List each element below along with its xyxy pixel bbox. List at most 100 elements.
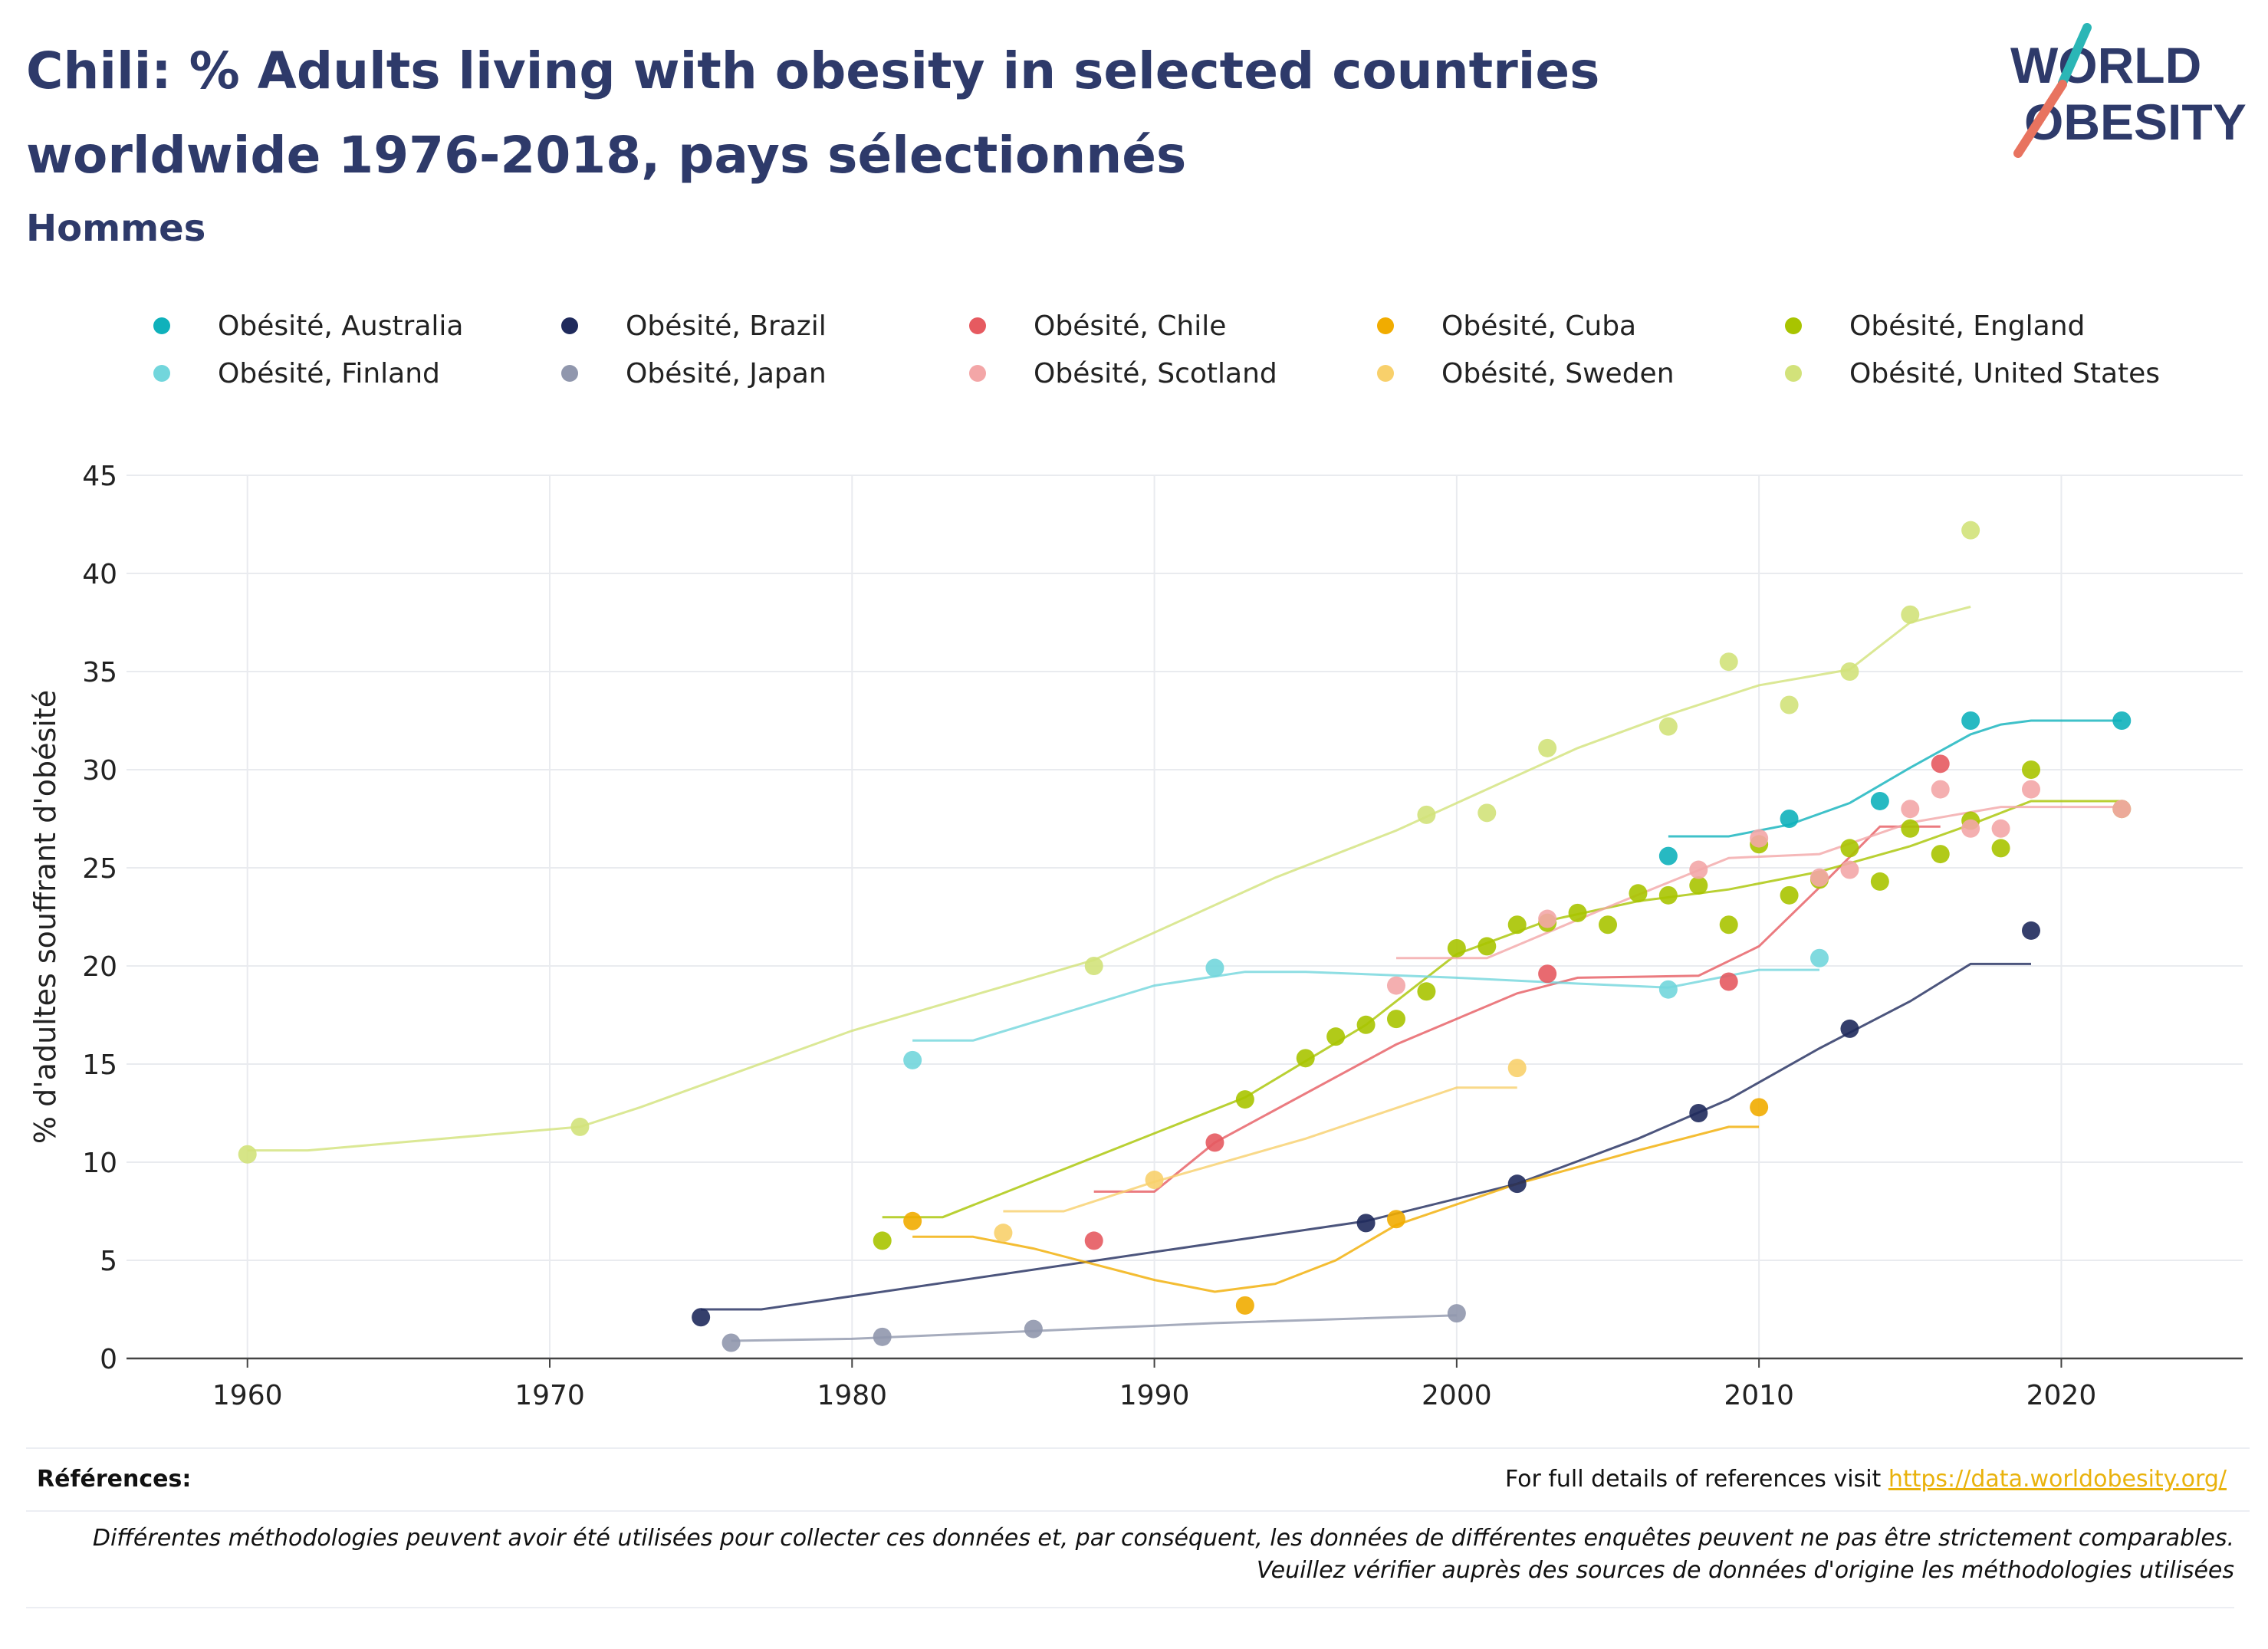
trend-line [912,1125,1760,1293]
legend-label: Obésité, United States [1849,357,2161,389]
legend-marker [561,317,578,334]
data-point [1840,662,1859,681]
trend-line [1003,1086,1517,1213]
data-point [1689,860,1708,879]
y-tick-label: 5 [100,1246,117,1277]
data-point [994,1224,1013,1243]
data-point [1961,711,1980,730]
y-tick-label: 35 [82,657,117,688]
references-link[interactable]: https://data.worldobesity.org/ [1888,1466,2227,1493]
data-point [1810,868,1829,887]
data-point [1296,1049,1315,1068]
data-point [1629,884,1648,903]
data-point [1205,958,1224,977]
data-point [1538,738,1557,757]
data-point [1901,819,1920,838]
data-point [1658,980,1678,999]
legend-item[interactable]: Obésité, United States [1785,353,2193,394]
legend-label: Obésité, Sweden [1441,357,1675,389]
data-point [1719,972,1738,991]
legend-item[interactable]: Obésité, Sweden [1377,353,1785,394]
data-point [1810,948,1829,967]
x-tick-label: 1970 [514,1380,585,1411]
data-point [1931,780,1950,799]
data-point [1780,885,1799,905]
legend-item[interactable]: Obésité, Cuba [1377,305,1785,347]
trend-line [1396,806,2122,960]
data-point [1024,1319,1043,1339]
legend-marker [1785,365,1802,382]
data-point [1356,1214,1376,1233]
data-point [1205,1133,1224,1152]
data-point [570,1117,590,1136]
x-tick-label: 2010 [1724,1380,1794,1411]
data-point [1658,717,1678,736]
legend-marker [969,365,986,382]
legend-label: Obésité, Australia [218,310,464,342]
data-point [1719,652,1738,672]
data-point [238,1145,257,1164]
data-point [1901,605,1920,624]
data-point [2112,711,2132,730]
references-label: Références: [37,1466,192,1493]
data-point [692,1308,711,1327]
data-point [1477,937,1497,956]
legend-item[interactable]: Obésité, Australia [153,305,561,347]
legend-item[interactable]: Obésité, England [1785,305,2193,347]
legend-marker [153,365,170,382]
data-point [903,1050,922,1069]
x-tick-label: 1960 [212,1380,283,1411]
trend-line [247,606,1971,1152]
legend-marker [969,317,986,334]
data-point [1870,872,1889,891]
data-point [1507,915,1527,935]
data-point [1477,803,1497,823]
data-point [1991,839,2010,858]
y-tick-label: 10 [82,1148,117,1179]
legend-item[interactable]: Obésité, Scotland [969,353,1377,394]
legend-label: Obésité, Japan [626,357,827,389]
x-tick-label: 1980 [817,1380,887,1411]
data-point [1447,938,1466,958]
chart-legend: Obésité, Australia Obésité, Brazil Obésité… [153,305,2224,394]
legend-item[interactable]: Obésité, Japan [561,353,969,394]
x-tick-label: 1990 [1119,1380,1190,1411]
data-point [1387,1210,1405,1229]
data-point [1840,839,1859,858]
data-point [1689,1104,1708,1122]
chart-title: Chili: % Adults living with obesity in s… [26,41,1600,185]
legend-item[interactable]: Obésité, Chile [969,305,1377,347]
y-tick-label: 30 [82,755,117,787]
data-point [1356,1015,1376,1034]
data-point [1235,1090,1254,1109]
y-axis-title: % d'adultes souffrant d'obésité [28,690,62,1144]
data-point [1507,1059,1527,1078]
legend-marker [1377,317,1394,334]
data-point [1870,791,1889,810]
y-tick-label: 45 [82,461,117,492]
logo-slash-teal [2058,23,2092,87]
data-point [1326,1027,1346,1046]
data-point [1719,915,1738,935]
data-point [873,1327,892,1346]
data-point [1387,976,1405,995]
data-point [1658,846,1678,866]
data-point [1417,982,1436,1001]
data-point [1931,845,1950,864]
references-text: For full details of references visit htt… [1505,1466,2227,1493]
data-point [1840,1019,1859,1038]
methodology-disclaimer: Différentes méthodologies peuvent avoir … [26,1515,2234,1608]
chart-subtitle: Hommes [26,207,206,250]
data-point [1145,1171,1164,1190]
data-point [1689,876,1708,895]
legend-label: Obésité, England [1849,310,2086,342]
data-point [1961,819,1980,838]
legend-marker [561,365,578,382]
legend-item[interactable]: Obésité, Finland [153,353,561,394]
trend-line [731,1314,1457,1342]
legend-item[interactable]: Obésité, Brazil [561,305,969,347]
legend-label: Obésité, Finland [218,357,440,389]
legend-marker [153,317,170,334]
data-point [1568,903,1587,922]
